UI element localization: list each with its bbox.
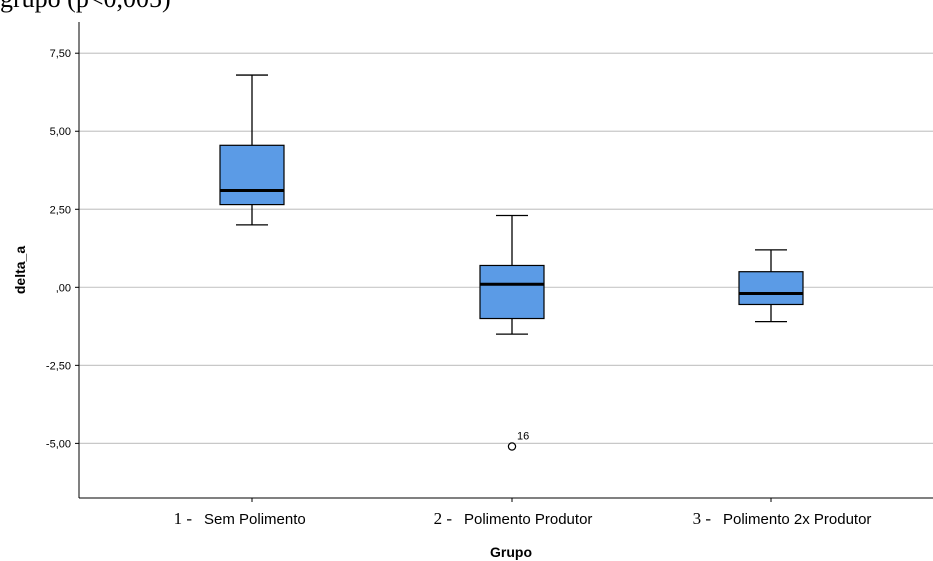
- box-group: [738, 249, 804, 323]
- y-tick-label: 7,50: [50, 48, 71, 60]
- category-label: Polimento Produtor: [464, 511, 592, 528]
- iqr-box: [219, 144, 285, 206]
- outlier-point: [507, 442, 517, 451]
- box-group: 16: [479, 214, 545, 451]
- y-tick-label: 2,50: [50, 204, 71, 216]
- outlier-label: 16: [517, 430, 529, 442]
- y-tick-label: ,00: [56, 282, 71, 294]
- y-tick-label: -5,00: [46, 438, 71, 450]
- category-number: 1 -: [174, 509, 193, 528]
- category-label: Polimento 2x Produtor: [723, 511, 871, 528]
- x-axis-title: Grupo: [490, 544, 532, 560]
- iqr-box: [738, 271, 804, 306]
- y-tick-label: -2,50: [46, 360, 71, 372]
- iqr-box: [479, 264, 545, 320]
- category-number: 3 -: [693, 509, 712, 528]
- y-tick-label: 5,00: [50, 126, 71, 138]
- caption-fragment: grupo (p<0,005): [0, 0, 171, 14]
- y-axis-title: delta_a: [12, 246, 28, 294]
- category-number: 2 -: [434, 509, 453, 528]
- category-label: Sem Polimento: [204, 511, 306, 528]
- box-group: [219, 74, 285, 226]
